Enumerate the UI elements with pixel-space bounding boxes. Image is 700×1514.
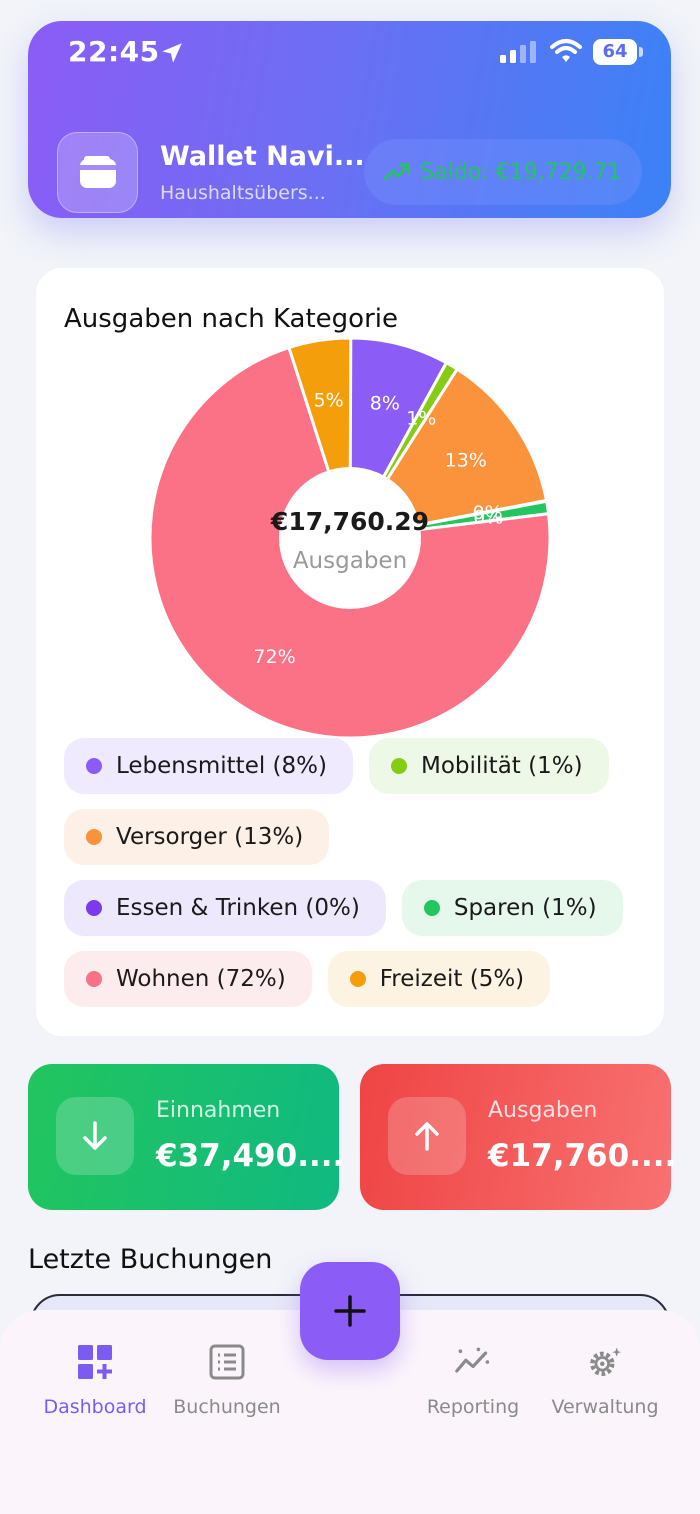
legend-label: Essen & Trinken (0%) xyxy=(116,895,360,921)
legend-label: Freizeit (5%) xyxy=(379,966,525,992)
legend-color-dot xyxy=(86,971,102,987)
status-time: 22:45 xyxy=(68,35,160,68)
recent-bookings-title: Letzte Buchungen xyxy=(28,1244,273,1275)
center-value: €17,760.29 xyxy=(270,507,429,536)
location-arrow-icon xyxy=(162,43,182,63)
legend-chip[interactable]: Wohnen (72%) xyxy=(64,951,312,1007)
saldo-text: Saldo: €19,729.71 xyxy=(420,159,622,185)
income-value: €37,490.... xyxy=(156,1138,345,1174)
app-header: 22:45 64 Wallet Navi... Haushaltsübers..… xyxy=(28,21,671,218)
expense-value: €17,760.... xyxy=(488,1138,677,1174)
legend-color-dot xyxy=(391,758,407,774)
income-icon-box xyxy=(56,1097,134,1175)
expense-label: Ausgaben xyxy=(488,1098,598,1123)
legend-chip[interactable]: Freizeit (5%) xyxy=(327,951,551,1007)
category-donut-chart: 8% 1% 13% 0%0% 72% 5% €17,760.29 Ausgaben xyxy=(148,336,552,738)
slice-label-lebensmittel: 8% xyxy=(370,392,400,414)
slice-label-mobilit-t: 1% xyxy=(406,407,436,429)
legend-row: Wohnen (72%) Freizeit (5%) xyxy=(64,951,644,1007)
plus-icon xyxy=(334,1295,366,1327)
nav-dashboard[interactable]: Dashboard xyxy=(30,1344,160,1418)
cellular-signal-icon xyxy=(500,41,536,63)
slice-label-wohnen: 72% xyxy=(253,646,295,668)
battery-cap xyxy=(639,47,643,57)
legend-chip[interactable]: Mobilität (1%) xyxy=(369,738,609,794)
nav-bookings[interactable]: Buchungen xyxy=(162,1344,292,1418)
nav-dashboard-label: Dashboard xyxy=(43,1396,147,1418)
legend-label: Versorger (13%) xyxy=(116,824,304,850)
saldo-badge[interactable]: Saldo: €19,729.71 xyxy=(364,139,642,205)
expense-card[interactable]: Ausgaben €17,760.... xyxy=(360,1064,676,1210)
arrow-up-icon xyxy=(415,1122,439,1151)
legend-color-dot xyxy=(423,900,440,916)
nav-admin[interactable]: Verwaltung xyxy=(540,1344,670,1418)
legend-chip[interactable]: Sparen (1%) xyxy=(401,880,623,936)
chart-title: Ausgaben nach Kategorie xyxy=(64,304,398,334)
slice-label-sparen: 0% xyxy=(473,507,503,529)
wallet-icon xyxy=(79,155,116,188)
category-chart-card: Ausgaben nach Kategorie 8% 1% 13% 0% 0% 72% 5%… xyxy=(36,268,664,1036)
legend-label: Wohnen (72%) xyxy=(116,966,286,992)
legend-color-dot xyxy=(86,758,102,774)
app-subtitle: Haushaltsübers... xyxy=(160,182,326,204)
legend-label: Mobilität (1%) xyxy=(421,753,583,779)
nav-admin-label: Verwaltung xyxy=(551,1396,659,1418)
donut-hole xyxy=(279,467,421,609)
arrow-down-icon xyxy=(83,1121,107,1150)
app-title: Wallet Navi... xyxy=(160,141,365,172)
legend-color-dot xyxy=(349,971,366,987)
center-label: Ausgaben xyxy=(293,548,407,574)
add-booking-button[interactable] xyxy=(300,1262,400,1360)
nav-reporting[interactable]: Reporting xyxy=(408,1344,538,1418)
slice-label-essen-trinken: 0% xyxy=(472,502,502,524)
legend-row: Versorger (13%) xyxy=(64,809,644,865)
legend-color-dot xyxy=(86,900,102,916)
legend-row: Lebensmittel (8%) Mobilität (1%) xyxy=(64,738,644,794)
legend-chip[interactable]: Versorger (13%) xyxy=(64,809,330,865)
slice-label-versorger: 13% xyxy=(445,449,487,471)
chart-legend: Lebensmittel (8%) Mobilität (1%) Versorger… xyxy=(64,738,644,1022)
wifi-icon xyxy=(550,39,582,62)
legend-chip[interactable]: Lebensmittel (8%) xyxy=(64,738,353,794)
legend-color-dot xyxy=(86,829,102,845)
list-icon xyxy=(209,1344,245,1380)
slice-label-freizeit: 5% xyxy=(314,390,344,412)
nav-bookings-label: Buchungen xyxy=(173,1396,281,1418)
settings-gear-icon xyxy=(590,1347,622,1376)
legend-chip[interactable]: Essen & Trinken (0%) xyxy=(64,880,386,936)
legend-row: Essen & Trinken (0%) Sparen (1%) xyxy=(64,880,644,936)
analytics-icon xyxy=(455,1347,490,1373)
income-card[interactable]: Einnahmen €37,490.... xyxy=(28,1064,344,1210)
legend-label: Lebensmittel (8%) xyxy=(116,753,327,779)
dashboard-icon xyxy=(78,1345,112,1379)
income-label: Einnahmen xyxy=(156,1098,281,1123)
expense-icon-box xyxy=(388,1097,466,1175)
legend-label: Sparen (1%) xyxy=(453,895,597,921)
battery-indicator: 64 xyxy=(593,39,637,65)
trend-up-icon xyxy=(384,163,411,181)
wallet-app-icon[interactable] xyxy=(57,132,138,213)
nav-reporting-label: Reporting xyxy=(426,1396,520,1418)
